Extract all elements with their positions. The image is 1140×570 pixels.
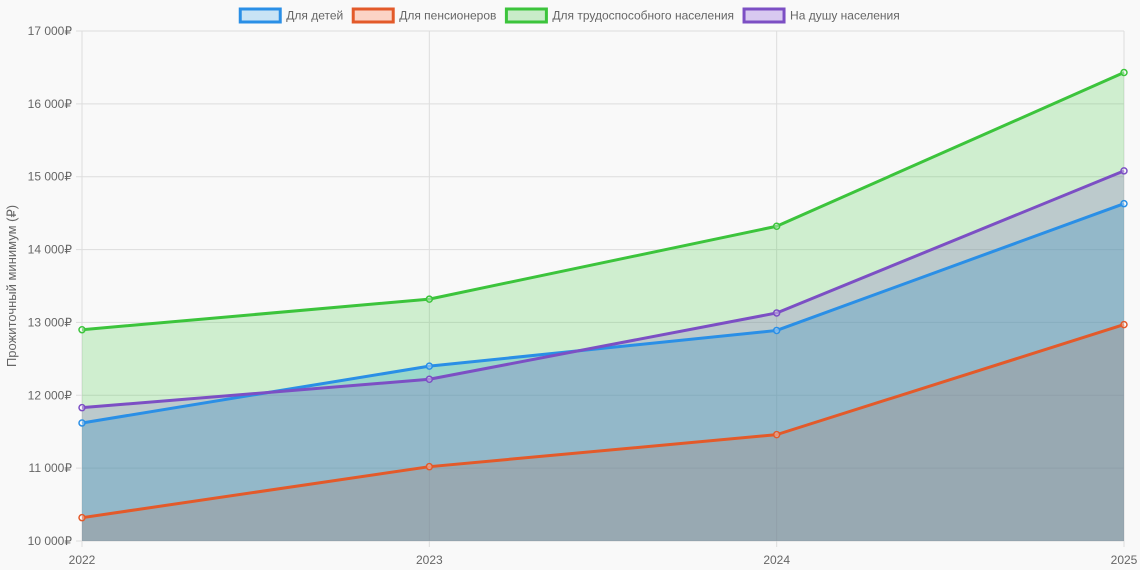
series-lines xyxy=(81,71,1125,520)
series-line xyxy=(81,169,1125,410)
legend-swatch xyxy=(351,7,395,24)
y-axis-ticks: 10 000₽ 11 000₽ 12 000₽ 13 000₽ 14 000₽ 15 00… xyxy=(28,24,73,548)
legend-item[interactable]: Для детей xyxy=(238,7,343,24)
legend-label: На душу населения xyxy=(790,9,900,23)
legend-label: Для детей xyxy=(286,9,343,23)
data-point[interactable] xyxy=(1120,167,1128,175)
legend-swatch xyxy=(238,7,282,24)
y-tick-label: 16 000₽ xyxy=(28,97,73,111)
legend-label: Для трудоспособного населения xyxy=(552,9,734,23)
x-tick-label: 2022 xyxy=(69,553,96,567)
data-point[interactable] xyxy=(772,326,781,335)
y-tick-label: 17 000₽ xyxy=(28,24,73,38)
series-line xyxy=(81,323,1125,520)
y-tick-label: 10 000₽ xyxy=(28,534,73,548)
y-tick-label: 13 000₽ xyxy=(28,315,73,329)
x-axis-ticks: 2022 2023 2024 2025 xyxy=(69,553,1138,567)
series-area xyxy=(82,170,1124,541)
series-points xyxy=(78,68,1128,522)
legend-label: Для пенсионеров xyxy=(399,9,496,23)
series-areas xyxy=(82,72,1124,542)
data-point[interactable] xyxy=(1120,68,1128,77)
series-area xyxy=(82,72,1124,542)
legend[interactable]: Для детей Для пенсионеров Для трудоспособн… xyxy=(238,7,900,24)
data-point[interactable] xyxy=(425,295,434,303)
data-point[interactable] xyxy=(78,325,86,334)
data-point[interactable] xyxy=(1120,320,1128,329)
series-area xyxy=(82,324,1124,541)
data-point[interactable] xyxy=(425,375,434,384)
data-point[interactable] xyxy=(78,403,86,412)
data-point[interactable] xyxy=(78,513,86,522)
y-tick-label: 12 000₽ xyxy=(28,388,73,402)
x-tick-label: 2025 xyxy=(1111,553,1138,567)
legend-item[interactable]: Для пенсионеров xyxy=(351,7,496,24)
y-tick-label: 15 000₽ xyxy=(28,170,73,184)
data-point[interactable] xyxy=(772,309,781,317)
legend-item[interactable]: На душу населения xyxy=(742,7,900,24)
legend-item[interactable]: Для трудоспособного населения xyxy=(504,7,734,24)
data-point[interactable] xyxy=(1120,199,1128,208)
x-tick-label: 2023 xyxy=(416,553,443,567)
x-tick-label: 2024 xyxy=(763,553,790,567)
legend-swatch xyxy=(742,7,786,24)
data-point[interactable] xyxy=(772,222,781,231)
series-line xyxy=(81,71,1125,332)
data-point[interactable] xyxy=(772,430,781,439)
data-point[interactable] xyxy=(78,419,86,427)
y-axis-title: Прожиточный минимум (₽) xyxy=(4,205,19,367)
legend-swatch xyxy=(504,7,548,24)
y-tick-label: 11 000₽ xyxy=(29,461,73,475)
data-point[interactable] xyxy=(425,462,434,471)
y-tick-label: 14 000₽ xyxy=(28,243,73,257)
data-point[interactable] xyxy=(425,362,434,370)
series-area xyxy=(82,203,1124,541)
